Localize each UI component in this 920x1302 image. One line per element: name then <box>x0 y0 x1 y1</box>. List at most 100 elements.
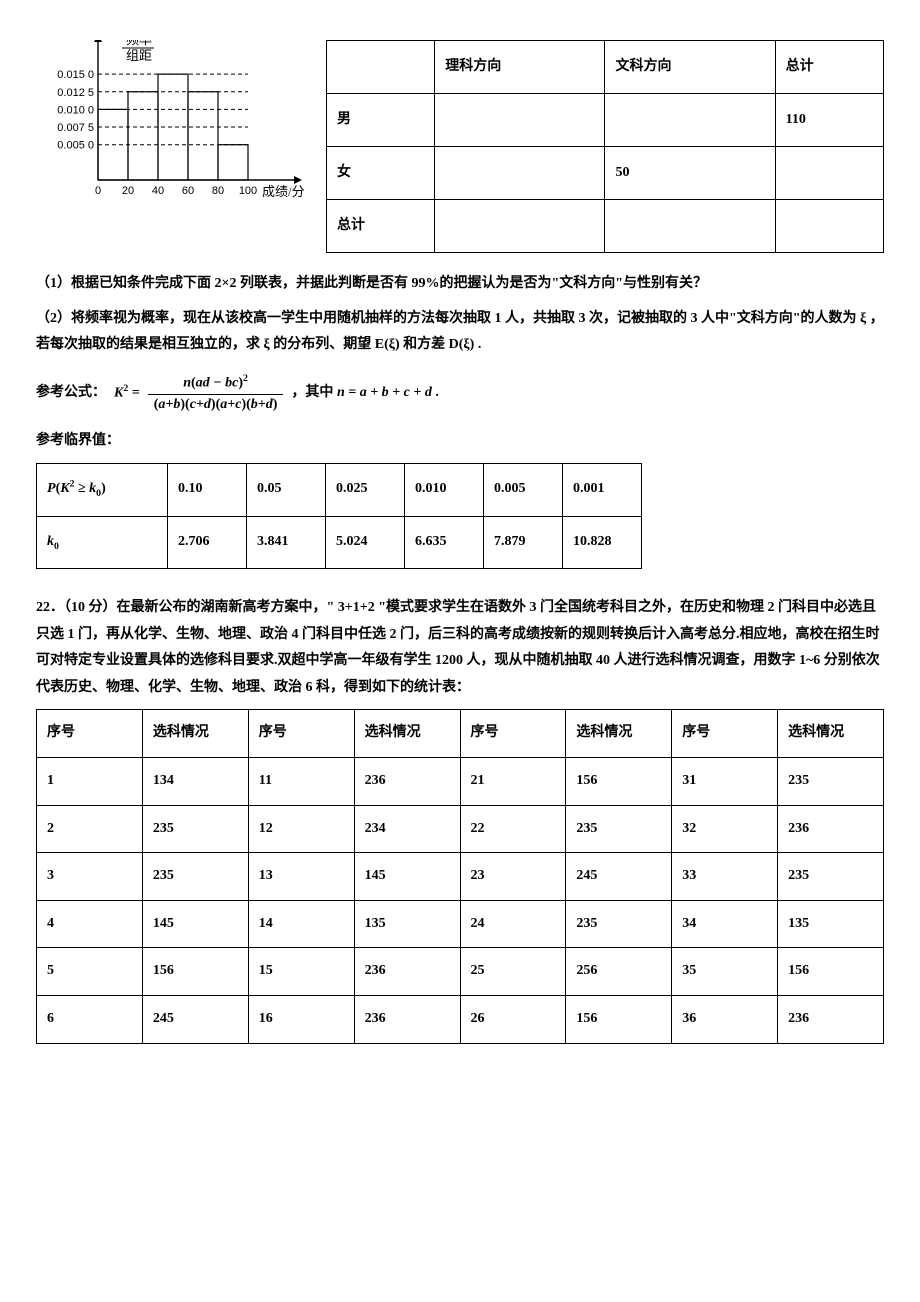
survey-cell: 235 <box>142 853 248 901</box>
survey-cell: 235 <box>566 900 672 948</box>
cell-arts-hdr: 文科方向 <box>605 41 775 94</box>
svg-text:0.010 0: 0.010 0 <box>57 104 94 116</box>
survey-cell: 35 <box>672 948 778 996</box>
survey-header-cell: 选科情况 <box>354 710 460 758</box>
survey-cell: 156 <box>778 948 884 996</box>
survey-cell: 135 <box>354 900 460 948</box>
cell: 7.879 <box>484 516 563 568</box>
survey-header-cell: 序号 <box>672 710 778 758</box>
survey-cell: 245 <box>142 996 248 1044</box>
survey-cell: 36 <box>672 996 778 1044</box>
survey-cell: 13 <box>248 853 354 901</box>
cell <box>435 147 605 200</box>
formula-lhs: K2 = <box>114 380 140 407</box>
row-label: 女 <box>327 147 435 200</box>
svg-text:频率: 频率 <box>126 40 152 47</box>
question-1-text: （1）根据已知条件完成下面 2×2 列联表，并据此判断是否有 99%的把握认为是… <box>36 271 884 298</box>
contingency-table: 理科方向 文科方向 总计 男 110 女 50 总计 <box>326 40 884 253</box>
table-row: k0 2.706 3.841 5.024 6.635 7.879 10.828 <box>37 516 642 568</box>
cell: 0.001 <box>563 463 642 516</box>
table-row: 总计 <box>327 200 884 253</box>
survey-cell: 12 <box>248 805 354 853</box>
cell: 0.025 <box>326 463 405 516</box>
cell-sci-hdr: 理科方向 <box>435 41 605 94</box>
cell: 2.706 <box>168 516 247 568</box>
survey-cell: 135 <box>778 900 884 948</box>
svg-text:20: 20 <box>122 185 134 197</box>
survey-cell: 24 <box>460 900 566 948</box>
critical-values-label: 参考临界值： <box>36 428 884 455</box>
survey-cell: 245 <box>566 853 672 901</box>
survey-cell: 34 <box>672 900 778 948</box>
cell-blank <box>327 41 435 94</box>
cell: 110 <box>775 94 883 147</box>
row-label: 男 <box>327 94 435 147</box>
svg-text:40: 40 <box>152 185 164 197</box>
k-squared-formula: 参考公式： K2 = n(ad − bc)2 (a+b)(c+d)(a+c)(b… <box>36 373 884 414</box>
survey-cell: 2 <box>37 805 143 853</box>
cell <box>435 94 605 147</box>
cell: 0.05 <box>247 463 326 516</box>
survey-cell: 145 <box>142 900 248 948</box>
survey-cell: 25 <box>460 948 566 996</box>
cell: 0.010 <box>405 463 484 516</box>
table-row: 6245162362615636236 <box>37 996 884 1044</box>
critical-values-table: P(K2 ≥ k0) 0.10 0.05 0.025 0.010 0.005 0… <box>36 463 642 569</box>
table-row: 5156152362525635156 <box>37 948 884 996</box>
survey-cell: 156 <box>566 758 672 806</box>
survey-cell: 26 <box>460 996 566 1044</box>
table-row: P(K2 ≥ k0) 0.10 0.05 0.025 0.010 0.005 0… <box>37 463 642 516</box>
svg-text:0.012 5: 0.012 5 <box>57 87 94 99</box>
survey-cell: 234 <box>354 805 460 853</box>
cell <box>435 200 605 253</box>
survey-cell: 236 <box>778 996 884 1044</box>
survey-cell: 145 <box>354 853 460 901</box>
table-row: 4145141352423534135 <box>37 900 884 948</box>
survey-header-cell: 序号 <box>460 710 566 758</box>
row-label: 总计 <box>327 200 435 253</box>
survey-cell: 15 <box>248 948 354 996</box>
svg-text:80: 80 <box>212 185 224 197</box>
survey-header-cell: 选科情况 <box>566 710 672 758</box>
svg-text:0.015 0: 0.015 0 <box>57 69 94 81</box>
formula-suffix: ，其中 n = a + b + c + d . <box>291 380 438 407</box>
survey-cell: 235 <box>778 758 884 806</box>
survey-cell: 236 <box>354 996 460 1044</box>
survey-cell: 11 <box>248 758 354 806</box>
survey-cell: 235 <box>566 805 672 853</box>
formula-fraction: n(ad − bc)2 (a+b)(c+d)(a+c)(b+d) <box>148 373 284 414</box>
survey-cell: 4 <box>37 900 143 948</box>
critical-row2-label: k0 <box>37 516 168 568</box>
survey-cell: 31 <box>672 758 778 806</box>
survey-cell: 22 <box>460 805 566 853</box>
cell-total-hdr: 总计 <box>775 41 883 94</box>
cell: 0.10 <box>168 463 247 516</box>
cell <box>605 200 775 253</box>
survey-header-cell: 序号 <box>37 710 143 758</box>
survey-cell: 256 <box>566 948 672 996</box>
cell: 10.828 <box>563 516 642 568</box>
cell: 5.024 <box>326 516 405 568</box>
table-row: 3235131452324533235 <box>37 853 884 901</box>
svg-text:100: 100 <box>239 185 257 197</box>
survey-cell: 156 <box>142 948 248 996</box>
table-row: 男 110 <box>327 94 884 147</box>
table-row: 序号选科情况序号选科情况序号选科情况序号选科情况 <box>37 710 884 758</box>
survey-cell: 236 <box>354 948 460 996</box>
table-row: 女 50 <box>327 147 884 200</box>
svg-text:成绩/分: 成绩/分 <box>262 184 305 199</box>
subject-survey-table: 序号选科情况序号选科情况序号选科情况序号选科情况1134112362115631… <box>36 709 884 1043</box>
formula-numerator: n(ad − bc)2 <box>177 373 254 394</box>
survey-cell: 32 <box>672 805 778 853</box>
survey-cell: 33 <box>672 853 778 901</box>
question-2-text: （2）将频率视为概率，现在从该校高一学生中用随机抽样的方法每次抽取 1 人，共抽… <box>36 306 884 359</box>
survey-cell: 21 <box>460 758 566 806</box>
survey-cell: 134 <box>142 758 248 806</box>
survey-cell: 6 <box>37 996 143 1044</box>
cell: 3.841 <box>247 516 326 568</box>
formula-denominator: (a+b)(c+d)(a+c)(b+d) <box>148 394 284 414</box>
table-row: 2235122342223532236 <box>37 805 884 853</box>
table-row: 1134112362115631235 <box>37 758 884 806</box>
cell: 6.635 <box>405 516 484 568</box>
survey-header-cell: 选科情况 <box>142 710 248 758</box>
